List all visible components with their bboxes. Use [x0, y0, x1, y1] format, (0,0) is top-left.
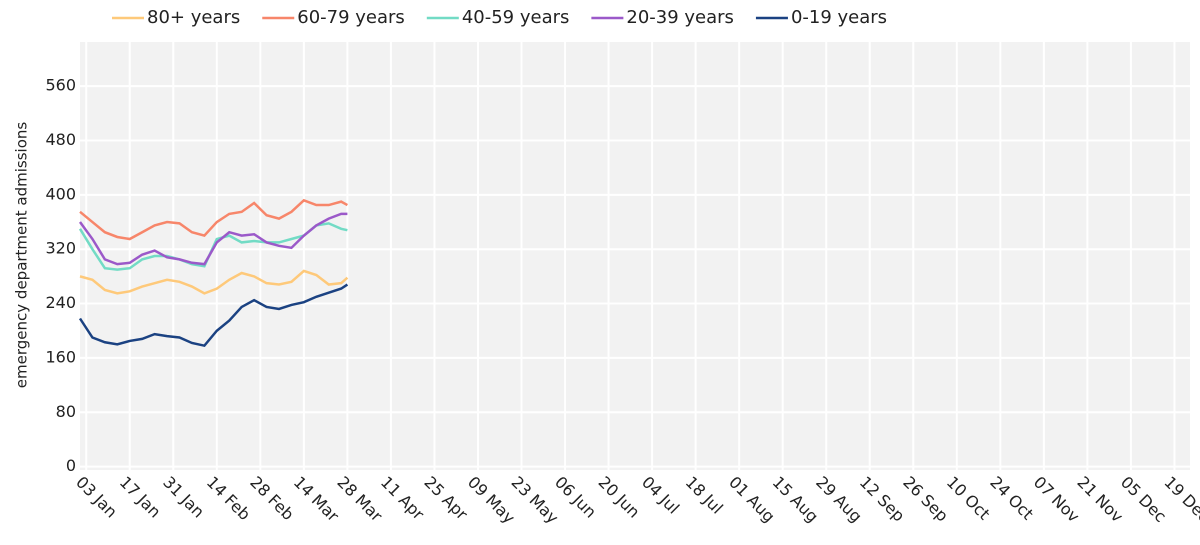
- legend-item: 80+ years: [112, 7, 240, 28]
- x-tick-label: 19 Dec: [1160, 473, 1200, 526]
- x-tick-label: 04 Jul: [638, 473, 683, 518]
- x-tick-label: 14 Feb: [203, 473, 254, 524]
- y-tick-label: 160: [45, 347, 76, 366]
- x-tick-label: 12 Sep: [856, 473, 909, 526]
- x-tick-label: 09 May: [464, 473, 519, 528]
- x-tick-label: 10 Oct: [943, 473, 994, 524]
- x-tick-label: 23 May: [508, 473, 563, 528]
- legend-item: 20-39 years: [591, 7, 734, 28]
- x-tick-label: 21 Nov: [1073, 473, 1127, 527]
- x-tick-label: 31 Jan: [159, 473, 208, 522]
- legend-label: 0-19 years: [791, 7, 887, 28]
- line: [79, 269, 349, 295]
- legend-item: 60-79 years: [262, 7, 405, 28]
- x-tick-label: 03 Jan: [72, 473, 121, 522]
- x-tick-label: 28 Feb: [246, 473, 297, 524]
- legend-item: 0-19 years: [755, 7, 887, 28]
- x-tick-label: 18 Jul: [682, 473, 727, 518]
- legend-label: 40-59 years: [462, 7, 570, 28]
- x-tick-label: 07 Nov: [1030, 473, 1084, 527]
- y-tick-label: 0: [66, 456, 76, 475]
- line: [79, 198, 348, 241]
- x-tick-label: 11 Apr: [377, 473, 428, 524]
- x-tick-label: 25 Apr: [420, 473, 471, 524]
- legend-label: 80+ years: [147, 7, 240, 28]
- plot-area: [80, 42, 1190, 470]
- legend-label: 20-39 years: [626, 7, 734, 28]
- x-tick-label: 26 Sep: [899, 473, 952, 526]
- y-tick-label: 80: [56, 402, 76, 421]
- x-tick-label: 17 Jan: [116, 473, 165, 522]
- x-tick-label: 24 Oct: [986, 473, 1037, 524]
- y-tick-label: 480: [45, 130, 76, 149]
- x-tick-label: 01 Aug: [725, 473, 779, 527]
- line: [78, 283, 349, 348]
- line: [78, 212, 348, 266]
- y-axis-label: emergency department admissions: [13, 122, 31, 389]
- legend-item: 40-59 years: [426, 7, 570, 28]
- x-tick-label: 14 Mar: [290, 473, 343, 526]
- y-tick-label: 240: [45, 293, 76, 312]
- legend-label: 60-79 years: [297, 7, 405, 28]
- x-tick-label: 15 Aug: [769, 473, 823, 527]
- x-tick-label: 05 Dec: [1117, 473, 1170, 526]
- x-tick-label: 29 Aug: [812, 473, 866, 527]
- y-tick-label: 400: [45, 184, 76, 203]
- x-tick-label: 20 Jun: [595, 473, 644, 522]
- x-tick-label: 28 Mar: [333, 473, 386, 526]
- y-tick-label: 320: [45, 239, 76, 258]
- y-tick-label: 560: [45, 76, 76, 95]
